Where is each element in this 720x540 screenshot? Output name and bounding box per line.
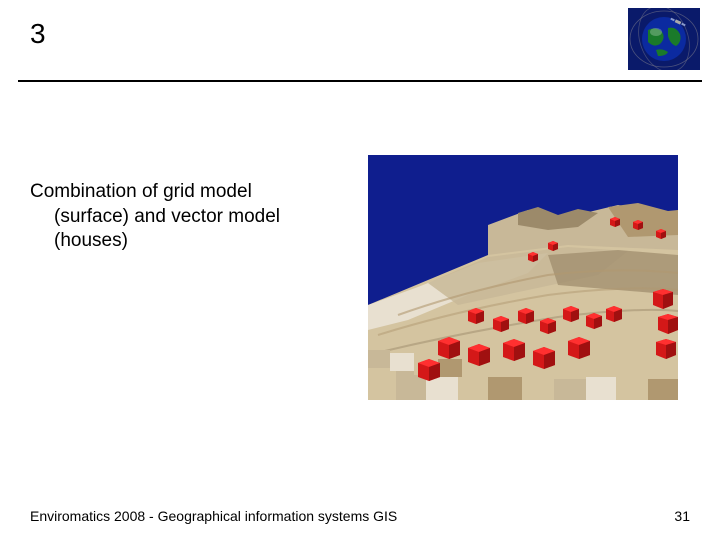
body-line-3: (houses) (30, 229, 350, 254)
terrain-3d-image (368, 155, 678, 400)
globe-satellite-icon (628, 8, 700, 70)
page-number: 31 (674, 508, 690, 524)
slide-number: 3 (30, 18, 690, 50)
content-area: Combination of grid model (surface) and … (30, 180, 690, 400)
body-text: Combination of grid model (surface) and … (30, 180, 350, 254)
body-line-1: Combination of grid model (30, 180, 350, 205)
slide-header: 3 (0, 0, 720, 80)
body-line-2: (surface) and vector model (30, 205, 350, 230)
header-divider (18, 80, 702, 82)
slide-footer: Enviromatics 2008 - Geographical informa… (30, 508, 690, 524)
footer-text: Enviromatics 2008 - Geographical informa… (30, 508, 397, 524)
